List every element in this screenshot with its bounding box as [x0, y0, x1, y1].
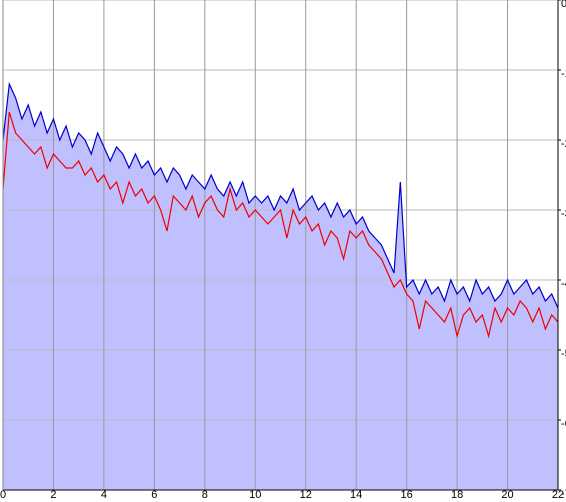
- x-tick-label: 18: [451, 489, 463, 501]
- y-tick-label: -50: [561, 348, 566, 360]
- y-tick-label: -30: [561, 208, 566, 220]
- series-line: [2, 81, 559, 309]
- x-tick-label: 2: [50, 489, 56, 501]
- series-line: [2, 111, 559, 339]
- x-tick-label: 20: [501, 489, 513, 501]
- x-tick-label: 16: [401, 489, 413, 501]
- y-tick-label: -60: [561, 418, 566, 430]
- y-tick-label: -10: [561, 68, 566, 80]
- x-tick-label: 6: [151, 489, 157, 501]
- y-tick-label: -40: [561, 278, 566, 290]
- x-tick-label: 12: [300, 489, 312, 501]
- y-tick-label: 0: [561, 0, 566, 10]
- x-tick-label: 8: [202, 489, 208, 501]
- y-tick-label: -20: [561, 138, 566, 150]
- x-tick-label: 10: [249, 489, 261, 501]
- x-tick-label: 22: [552, 489, 564, 501]
- y-tick-label: -70: [561, 488, 566, 500]
- x-tick-label: 14: [350, 489, 362, 501]
- x-tick-label: 4: [101, 489, 107, 501]
- area: [3, 84, 558, 490]
- x-tick-label: 0: [0, 489, 6, 501]
